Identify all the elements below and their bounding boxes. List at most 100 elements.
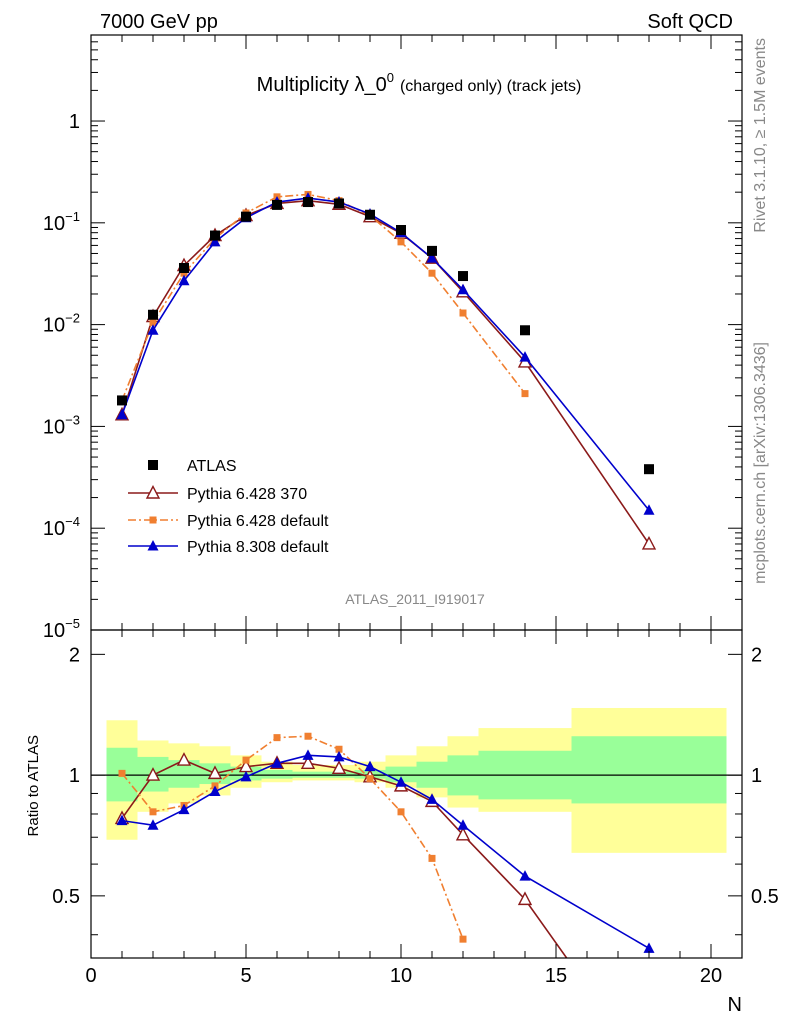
legend-label: Pythia 6.428 default [187,513,329,530]
data-point [117,395,127,406]
legend-marker [148,460,158,470]
data-point [149,808,157,816]
main-title-suffix: (charged only) (track jets) [400,78,581,95]
data-point [643,504,655,515]
series-line [121,197,650,511]
legend-marker [149,516,157,524]
data-point [520,325,530,336]
main-title: Multiplicity λ_00 (charged only) (track j… [257,70,582,96]
data-point [272,199,282,210]
data-point [207,765,223,780]
data-point [459,309,467,317]
data-point [176,752,192,766]
data-point [303,197,313,208]
ratio-y-tick-label-right: 2 [751,644,762,666]
data-point [397,238,405,246]
ratio-y-tick-label: 1 [69,765,80,787]
axes: 10−510−410−310−210−110 5 10 15 200.5 0.51 12 2 [43,34,779,987]
data-point [457,283,469,295]
x-tick-label: 0 [85,965,96,987]
legend-item: ATLAS [148,458,237,475]
data-point [271,757,283,768]
y-tick-label: 10−1 [43,209,80,235]
data-point [397,808,405,816]
data-point [458,271,468,282]
data-point [333,750,345,762]
data-point [365,209,375,220]
header-left: 7000 GeV pp [100,11,218,33]
ratio-ylabel: Ratio to ATLAS [25,735,42,836]
side-label-top: Rivet 3.1.10, ≥ 1.5M events [752,38,769,233]
x-tick-label: 20 [700,965,722,987]
ratio-y-tick-label: 0.5 [52,886,80,908]
x-tick-label: 10 [390,965,412,987]
data-point [116,408,128,420]
data-point [240,770,252,782]
data-point [396,225,406,236]
data-point [242,756,250,764]
main-title-text: Multiplicity λ_0 [257,74,387,96]
data-point [118,769,126,777]
legend-item: Pythia 8.308 default [128,539,329,556]
y-tick-label: 10−5 [43,616,80,642]
data-point [147,324,159,335]
green-band-bin [571,736,727,804]
legend-label: ATLAS [187,458,237,475]
ratio-frame [90,629,743,959]
data-point [517,891,533,906]
ratio-bands [91,707,742,853]
data-point [644,464,654,475]
x-tick-label: 15 [545,965,567,987]
legend: ATLAS Pythia 6.428 370 Pythia 6.428 defaul… [128,458,329,556]
data-point [364,760,376,772]
x-tick-label: 5 [240,965,251,987]
data-point [428,269,436,277]
ratio-line [121,735,464,940]
legend-label: Pythia 6.428 370 [187,486,307,503]
ratio-y-tick-label: 2 [69,644,80,666]
side-label-bottom: mcplots.cern.ch [arXiv:1306.3436] [752,342,769,584]
data-point [210,230,220,241]
data-point [331,760,347,774]
data-point [209,235,221,247]
legend-marker [147,540,159,551]
data-point [179,262,189,273]
data-point [241,211,251,222]
data-point [149,318,157,326]
series-0 [117,197,654,475]
data-point [366,775,374,783]
data-point [459,935,467,943]
series-line [121,199,650,545]
data-point [178,274,190,286]
data-point [273,734,281,742]
x-axis-label: N [728,994,742,1016]
data-point [302,749,314,760]
ratio-series-2 [116,749,655,953]
data-point [145,767,161,781]
ratio-series [114,732,655,958]
data-point [428,854,436,862]
data-point [300,755,316,770]
data-point [426,793,438,804]
data-point [519,351,531,362]
data-point [116,814,128,826]
legend-item: Pythia 6.428 370 [128,484,307,503]
y-tick-label: 10−3 [43,412,80,438]
data-point [178,803,190,815]
data-point [395,776,407,787]
ratio-line [121,754,650,950]
data-point [335,745,343,753]
header-right: Soft QCD [647,11,733,33]
main-title-sup: 0 [387,70,394,85]
legend-item: Pythia 6.428 default [128,513,329,530]
data-point [147,819,159,830]
data-point [455,826,471,841]
data-point [519,870,531,881]
data-point [209,785,221,797]
ratio-y-tick-label-right: 0.5 [751,886,779,908]
green-band-bin [261,769,293,779]
data-point [180,269,188,277]
data-point [641,535,657,550]
legend-marker [145,484,161,499]
